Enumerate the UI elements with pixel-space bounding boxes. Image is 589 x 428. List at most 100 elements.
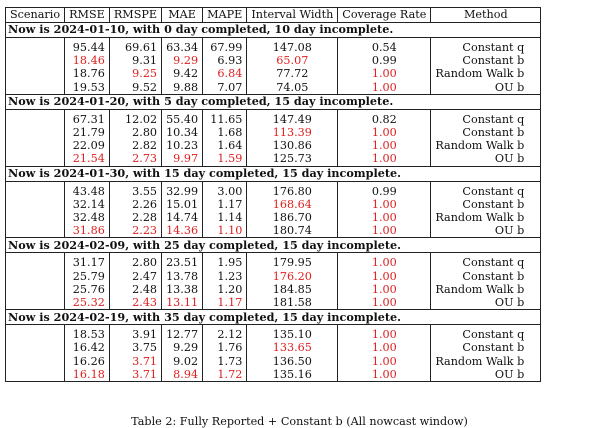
coverage-cell: 1.00 <box>337 324 432 342</box>
mape-cell: 11.65 <box>202 109 248 127</box>
method-cell: Random Walk b <box>430 211 542 225</box>
mae-cell: 32.99 <box>161 181 204 198</box>
rmspe-cell: 69.61 <box>109 37 163 55</box>
rmspe-cell: 2.23 <box>109 224 163 238</box>
header-mape: MAPE <box>202 7 248 23</box>
section-heading-row: Now is 2024-01-30, with 15 day completed… <box>4 165 542 182</box>
width-cell: 136.50 <box>246 354 339 368</box>
scenario-cell <box>4 354 66 368</box>
rmspe-cell: 2.80 <box>109 252 163 270</box>
rmspe-cell: 3.75 <box>109 341 163 355</box>
mape-cell: 7.07 <box>202 80 248 95</box>
coverage-cell: 1.00 <box>337 67 432 81</box>
table-row: 25.79 2.47 13.78 1.23 176.20 1.00 Constant b <box>4 269 542 283</box>
width-cell: 147.49 <box>246 109 339 127</box>
coverage-cell: 1.00 <box>337 367 432 383</box>
coverage-cell: 1.00 <box>337 211 432 225</box>
rmspe-cell: 9.25 <box>109 67 163 81</box>
rmspe-cell: 3.71 <box>109 367 163 383</box>
mae-cell: 9.88 <box>161 80 204 95</box>
table-row: 21.79 2.80 10.34 1.68 113.39 1.00 Constant b <box>4 126 542 140</box>
rmse-cell: 95.44 <box>64 37 110 55</box>
mape-cell: 1.59 <box>202 152 248 167</box>
scenario-cell <box>4 296 66 310</box>
method-cell: Constant b <box>430 341 542 355</box>
mae-cell: 23.51 <box>161 252 204 270</box>
coverage-cell: 0.54 <box>337 37 432 55</box>
rmse-cell: 16.18 <box>64 367 110 383</box>
width-cell: 74.05 <box>246 80 339 95</box>
header-coverage-rate: Coverage Rate <box>337 7 432 23</box>
table-row: 18.46 9.31 9.29 6.93 65.07 0.99 Constant b <box>4 54 542 68</box>
scenario-cell <box>4 252 66 270</box>
mae-cell: 9.29 <box>161 341 204 355</box>
method-cell: OU b <box>430 152 542 167</box>
mape-cell: 6.93 <box>202 54 248 68</box>
table-row: 16.26 3.71 9.02 1.73 136.50 1.00 Random Walk b <box>4 354 542 368</box>
method-cell: Random Walk b <box>430 282 542 297</box>
width-cell: 125.73 <box>246 152 339 167</box>
mape-cell: 1.14 <box>202 211 248 225</box>
rmse-cell: 21.79 <box>64 126 110 140</box>
mape-cell: 1.95 <box>202 252 248 270</box>
table-row: 32.14 2.26 15.01 1.17 168.64 1.00 Constant b <box>4 197 542 212</box>
section-heading: Now is 2024-02-09, with 25 day completed… <box>4 237 542 254</box>
width-cell: 133.65 <box>246 341 339 355</box>
header-rmse: RMSE <box>64 7 110 23</box>
coverage-cell: 1.00 <box>337 80 432 95</box>
scenario-cell <box>4 341 66 355</box>
table-row: 32.48 2.28 14.74 1.14 186.70 1.00 Random Walk … <box>4 211 542 225</box>
rmspe-cell: 3.55 <box>109 181 163 198</box>
rmspe-cell: 2.80 <box>109 126 163 140</box>
coverage-cell: 1.00 <box>337 269 432 283</box>
rmse-cell: 19.53 <box>64 80 110 95</box>
rmspe-cell: 12.02 <box>109 109 163 127</box>
rmspe-cell: 9.52 <box>109 80 163 95</box>
width-cell: 168.64 <box>246 197 339 212</box>
table-row: 25.32 2.43 13.11 1.17 181.58 1.00 OU b <box>4 296 542 310</box>
section-heading-row: Now is 2024-01-20, with 5 day completed,… <box>4 93 542 110</box>
rmse-cell: 21.54 <box>64 152 110 167</box>
scenario-cell <box>4 152 66 167</box>
width-cell: 65.07 <box>246 54 339 68</box>
table-row: 31.17 2.80 23.51 1.95 179.95 1.00 Constant q <box>4 252 542 270</box>
coverage-cell: 1.00 <box>337 252 432 270</box>
header-mae: MAE <box>161 7 204 23</box>
method-cell: Constant q <box>430 109 542 127</box>
header-method: Method <box>430 7 542 23</box>
width-cell: 135.16 <box>246 367 339 383</box>
scenario-cell <box>4 126 66 140</box>
rmspe-cell: 3.91 <box>109 324 163 342</box>
section-heading-row: Now is 2024-02-19, with 35 day completed… <box>4 309 542 326</box>
mape-cell: 1.68 <box>202 126 248 140</box>
table-row: 18.76 9.25 9.42 6.84 77.72 1.00 Random Walk b <box>4 67 542 81</box>
table-row: 67.31 12.02 55.40 11.65 147.49 0.82 Constant q <box>4 109 542 127</box>
width-cell: 130.86 <box>246 139 339 153</box>
mae-cell: 9.29 <box>161 54 204 68</box>
table-row: 16.42 3.75 9.29 1.76 133.65 1.00 Constant b <box>4 341 542 355</box>
mae-cell: 13.11 <box>161 296 204 310</box>
table-body: Now is 2024-01-10, with 0 day completed,… <box>4 22 542 383</box>
rmspe-cell: 3.71 <box>109 354 163 368</box>
mae-cell: 9.02 <box>161 354 204 368</box>
rmspe-cell: 2.26 <box>109 197 163 212</box>
scenario-cell <box>4 211 66 225</box>
rmse-cell: 67.31 <box>64 109 110 127</box>
rmse-cell: 18.53 <box>64 324 110 342</box>
rmse-cell: 32.48 <box>64 211 110 225</box>
scenario-cell <box>4 367 66 383</box>
header-rmspe: RMSPE <box>109 7 163 23</box>
mape-cell: 1.17 <box>202 296 248 310</box>
mae-cell: 55.40 <box>161 109 204 127</box>
coverage-cell: 1.00 <box>337 126 432 140</box>
rmse-cell: 25.32 <box>64 296 110 310</box>
scenario-cell <box>4 80 66 95</box>
mape-cell: 67.99 <box>202 37 248 55</box>
method-cell: Random Walk b <box>430 139 542 153</box>
coverage-cell: 1.00 <box>337 282 432 297</box>
coverage-cell: 1.00 <box>337 354 432 368</box>
coverage-cell: 1.00 <box>337 296 432 310</box>
table-row: 43.48 3.55 32.99 3.00 176.80 0.99 Constant q <box>4 181 542 198</box>
mape-cell: 3.00 <box>202 181 248 198</box>
width-cell: 184.85 <box>246 282 339 297</box>
